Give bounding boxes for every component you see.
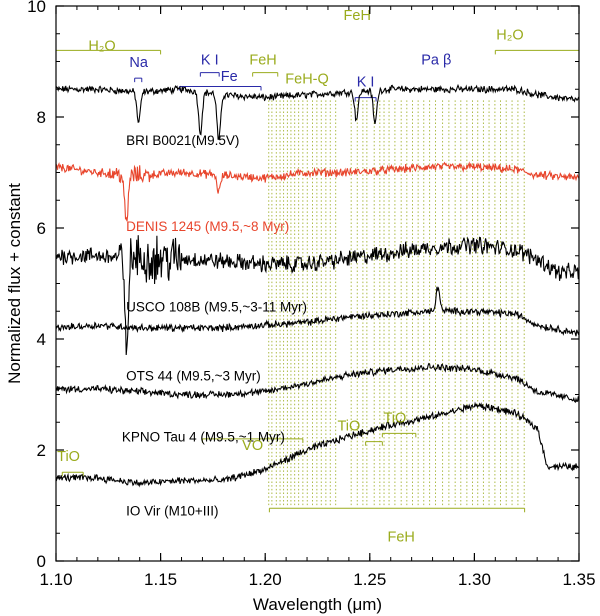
spectrum-label: IO Vir (M10+III) <box>126 503 218 518</box>
spectrum-line <box>55 83 580 140</box>
spectrum-line <box>55 235 580 356</box>
y-tick-label: 6 <box>37 219 46 238</box>
y-tick-label: 4 <box>37 330 46 349</box>
feature-label: Fe <box>221 69 238 85</box>
y-tick-label: 8 <box>37 108 46 127</box>
feature-label: K I <box>201 52 219 68</box>
axis-ticks: 1.10 1.15 1.20 1.25 1.30 1.35 0 2 4 6 8 10 <box>27 0 595 589</box>
x-tick-label: 1.15 <box>144 570 177 589</box>
spectrum-label: KPNO Tau 4 (M9.5,~1 Myr) <box>122 430 285 445</box>
spectrum-label: DENIS 1245 (M9.5,~8 Myr) <box>126 219 289 234</box>
feature-label: TiO <box>383 410 406 426</box>
feature-label: FeH <box>387 530 414 546</box>
x-tick-label: 1.35 <box>562 570 595 589</box>
feature-label: TiO <box>57 449 80 465</box>
x-tick-label: 1.10 <box>39 570 72 589</box>
y-tick-label: 0 <box>37 552 46 571</box>
feature-label: H₂O <box>88 38 115 54</box>
feature-label: TiO <box>337 419 360 435</box>
spectrum-line <box>55 161 580 222</box>
x-tick-label: 1.30 <box>458 570 491 589</box>
feature-label: FeH <box>249 52 276 68</box>
x-tick-label: 1.20 <box>249 570 282 589</box>
y-axis-title: Normalized flux + constant <box>5 183 24 384</box>
spectrum-line <box>55 286 580 337</box>
feature-annotations: Na K IFe K IPa βH₂OFeHFeH-QFeHH₂OTiOVOTiOT… <box>57 8 524 546</box>
spectrum-line <box>55 362 580 404</box>
spectrum-label: USCO 108B (M9.5,~3-11 Myr) <box>126 299 307 314</box>
feature-label: FeH <box>344 8 371 24</box>
spectrum-label: BRI B0021(M9.5V) <box>126 133 239 148</box>
y-tick-label: 2 <box>37 441 46 460</box>
feature-label: H₂O <box>496 27 523 43</box>
y-tick-label: 10 <box>27 0 46 16</box>
x-tick-label: 1.25 <box>353 570 386 589</box>
feature-range-markers <box>55 49 580 513</box>
feature-label: VO <box>242 438 263 454</box>
feature-label: K I <box>357 74 375 90</box>
spectra-series <box>55 83 580 488</box>
spectrum-line <box>55 401 580 488</box>
feature-label: Pa β <box>421 52 451 68</box>
spectrum-label: OTS 44 (M9.5,~3 Myr) <box>126 369 261 384</box>
feature-label: Na <box>129 55 148 71</box>
x-axis-title: Wavelength (μm) <box>253 595 382 614</box>
spectrum-labels: BRI B0021(M9.5V) DENIS 1245 (M9.5,~8 Myr)… <box>122 133 307 519</box>
feature-label: FeH-Q <box>285 72 329 88</box>
feh-line-markers <box>268 100 525 506</box>
